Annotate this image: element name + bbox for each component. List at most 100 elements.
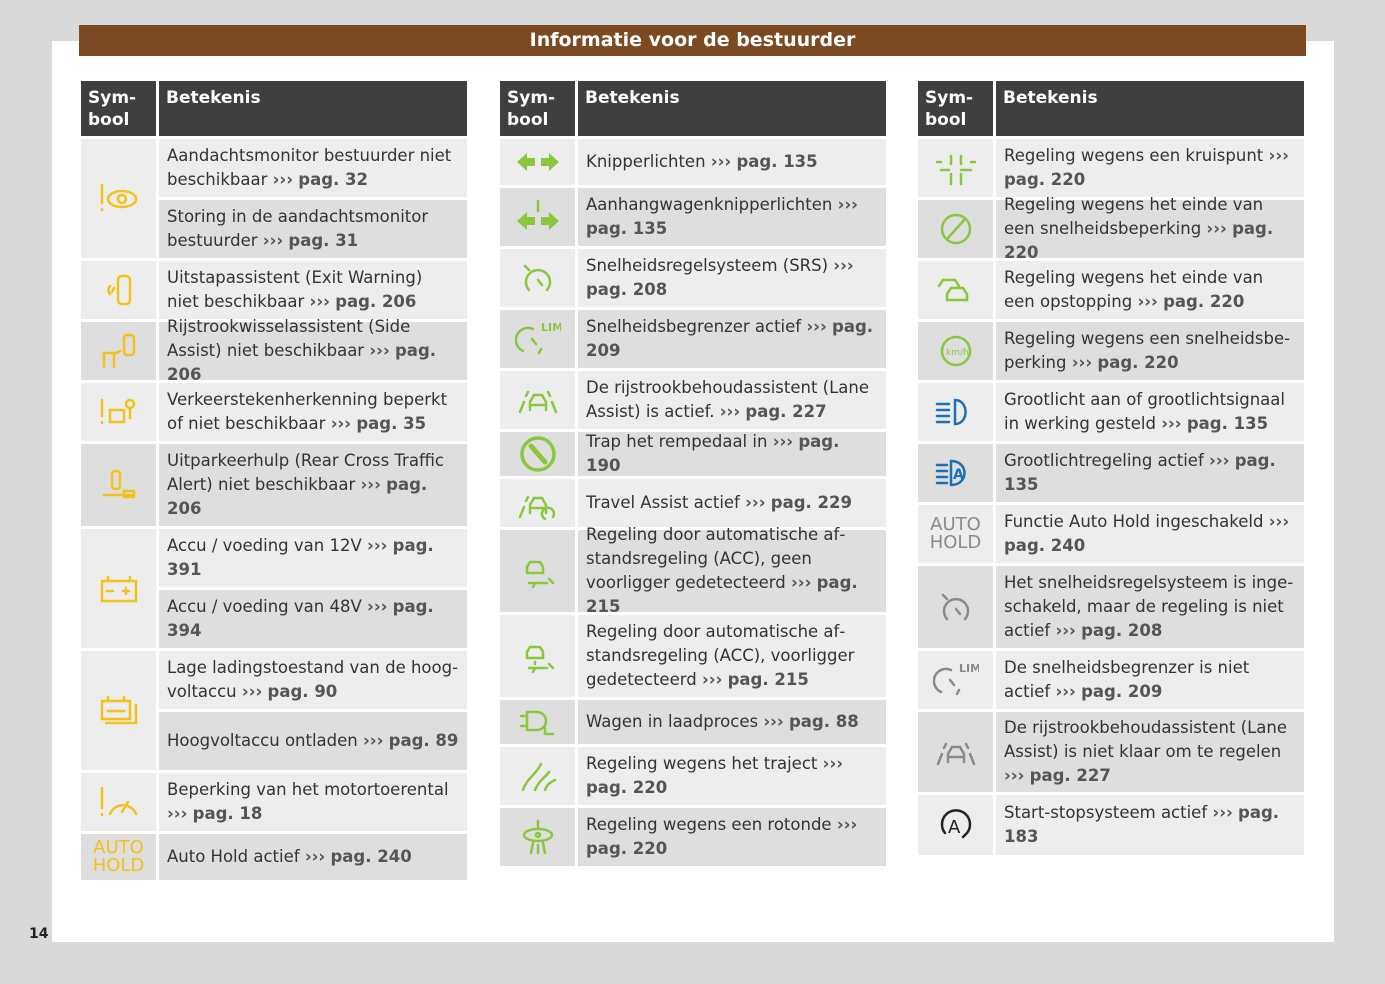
end-speed-limit-icon	[918, 200, 993, 258]
table-row: Regeling wegens het einde van een opstop…	[996, 261, 1304, 319]
arrow-icon: ›››	[309, 292, 330, 311]
meaning-text: Uitstapassistent (Exit Warning) niet bes…	[167, 268, 423, 311]
page-reference-link[interactable]: pag. 88	[788, 712, 859, 731]
page-number: 14	[29, 926, 49, 942]
table-row: Regeling wegens een rotonde ››› pag. 220	[578, 808, 886, 866]
page-reference-link[interactable]: pag. 215	[586, 573, 858, 616]
turn-signals-icon	[500, 139, 575, 185]
page-reference-link[interactable]: pag. 135	[586, 219, 668, 238]
meaning-text: Regeling wegens een snelheidsbe­perking	[1004, 329, 1291, 372]
start-stop-icon: A	[918, 795, 993, 855]
page-reference-link[interactable]: pag. 391	[167, 536, 434, 579]
meaning-text: Het snelheidsregelsysteem is inge­schake…	[1004, 573, 1294, 640]
page-reference-link[interactable]: pag. 220	[586, 839, 668, 858]
arrow-icon: ›››	[836, 815, 858, 834]
high-beam-assist-icon: A	[918, 444, 993, 502]
page-reference-link[interactable]: pag. 394	[167, 597, 434, 640]
meaning-text: Wagen in laadproces	[586, 712, 759, 731]
meaning-text: Snelheidsbegrenzer actief	[586, 317, 802, 336]
page-reference-link[interactable]: pag. 89	[388, 731, 459, 750]
rear-cross-traffic-icon	[81, 444, 156, 526]
table-row: Snelheidsregelsysteem (SRS) ››› pag. 208	[578, 249, 886, 307]
page-reference-link[interactable]: pag. 35	[356, 414, 427, 433]
page-reference-link[interactable]: pag. 220	[1004, 219, 1274, 262]
table-row: Het snelheidsregelsysteem is inge­schake…	[996, 566, 1304, 648]
meaning-text: Accu / voeding van 48V	[167, 597, 362, 616]
page-reference-link[interactable]: pag. 209	[586, 317, 874, 360]
page-reference-link[interactable]: pag. 208	[586, 280, 668, 299]
page-reference-link[interactable]: pag. 135	[736, 152, 818, 171]
arrow-icon: ›››	[745, 493, 766, 512]
page-reference-link[interactable]: pag. 220	[1004, 170, 1086, 189]
cruise-control-icon	[918, 566, 993, 648]
page-reference-link[interactable]: pag. 240	[330, 847, 412, 866]
table-row: Trap het rempedaal in ››› pag. 190	[578, 432, 886, 476]
auto-hold-icon: AUTO HOLD	[918, 505, 993, 563]
arrow-icon: ›››	[763, 712, 784, 731]
arrow-icon: ›››	[369, 341, 390, 360]
page-reference-link[interactable]: pag. 220	[586, 778, 668, 797]
svg-text:km/h: km/h	[946, 348, 969, 358]
meaning-text: Uitparkeerhulp (Rear Cross Traffic Alert…	[167, 451, 444, 494]
page-reference-link[interactable]: pag. 206	[167, 475, 428, 518]
table-row: Functie Auto Hold ingeschakeld ››› pag. …	[996, 505, 1304, 563]
charging-icon	[500, 700, 575, 744]
table-row: Snelheidsbegrenzer actief ››› pag. 209	[578, 310, 886, 368]
page-reference-link[interactable]: pag. 215	[727, 670, 809, 689]
page-reference-link[interactable]: pag. 18	[192, 804, 263, 823]
page-reference-link[interactable]: pag. 227	[745, 402, 827, 421]
trailer-turn-signals-icon	[500, 188, 575, 246]
table-row: Verkeerstekenherkenning beperkt of niet …	[159, 383, 467, 441]
page-reference-link[interactable]: pag. 31	[288, 231, 359, 250]
battery-icon	[81, 529, 156, 648]
meaning-text: Regeling wegens het einde van een opstop…	[1004, 268, 1264, 311]
arrow-icon: ›››	[241, 682, 263, 701]
meaning-text: Hoogvoltaccu ontladen	[167, 731, 358, 750]
page-reference-link[interactable]: pag. 32	[298, 170, 369, 189]
meaning-text: Aandachtsmonitor bestuurder niet beschik…	[167, 146, 452, 189]
page-reference-link[interactable]: pag. 240	[1004, 536, 1086, 555]
acc-vehicle-icon	[500, 615, 575, 697]
page-reference-link[interactable]: pag. 90	[267, 682, 338, 701]
meaning-text: Grootlicht aan of grootlichtsignaal in w…	[1004, 390, 1285, 433]
table-row: Regeling wegens het einde van een snelhe…	[996, 195, 1304, 262]
page-reference-link[interactable]: pag. 135	[1186, 414, 1269, 433]
arrow-icon: ›››	[363, 731, 384, 750]
meaning-text: Aanhangwagenknipperlichten	[586, 195, 833, 214]
auto-hold-icon: AUTO HOLD	[81, 834, 156, 880]
page-reference-link[interactable]: pag. 208	[1081, 621, 1163, 640]
traffic-sign-recognition-icon	[81, 383, 156, 441]
arrow-icon: ›››	[262, 231, 284, 250]
table-row: Rijstrookwisselassistent (Side Assist) n…	[159, 317, 467, 384]
meaning-text: Beperking van het motortoerental	[167, 780, 449, 799]
page-reference-link[interactable]: pag. 183	[1004, 803, 1280, 846]
meaning-text: Regeling door automatische af­standsrege…	[586, 525, 846, 592]
table-row: Aanhangwagenknipperlichten ››› pag. 135	[578, 188, 886, 246]
arrow-icon: ›››	[1212, 803, 1233, 822]
page-reference-link[interactable]: pag. 206	[335, 292, 417, 311]
page-reference-link[interactable]: pag. 229	[770, 493, 852, 512]
page-reference-link[interactable]: pag. 220	[1097, 353, 1179, 372]
header-meaning: Betekenis	[578, 81, 886, 136]
arrow-icon: ›››	[1004, 766, 1025, 785]
table-row: Wagen in laadproces ››› pag. 88	[578, 700, 886, 744]
header-symbol: Sym- bool	[81, 81, 156, 136]
page-reference-link[interactable]: pag. 220	[1163, 292, 1245, 311]
table-row: Auto Hold actief ››› pag. 240	[159, 834, 467, 880]
meaning-text: Knipperlichten	[586, 152, 706, 171]
arrow-icon: ›››	[360, 475, 381, 494]
brake-pedal-icon	[500, 432, 575, 476]
meaning-text: Regeling wegens het einde van een snelhe…	[1004, 195, 1264, 238]
arrow-icon: ›››	[167, 804, 188, 823]
table-row: Regeling wegens het traject ››› pag. 220	[578, 747, 886, 805]
table-row: Aandachtsmonitor bestuurder niet beschik…	[159, 139, 467, 197]
page-reference-link[interactable]: pag. 135	[1004, 451, 1276, 494]
page-reference-link[interactable]: pag. 209	[1081, 682, 1163, 701]
page-reference-link[interactable]: pag. 206	[167, 341, 437, 384]
table-row: De rijstrookbehoudassistent (Lane Assist…	[996, 712, 1304, 792]
table-row: Regeling door automatische af­standsrege…	[578, 525, 886, 616]
meaning-text: Snelheidsregelsysteem (SRS)	[586, 256, 829, 275]
page-reference-link[interactable]: pag. 190	[586, 432, 840, 475]
travel-assist-icon	[500, 479, 575, 527]
page-reference-link[interactable]: pag. 227	[1029, 766, 1111, 785]
